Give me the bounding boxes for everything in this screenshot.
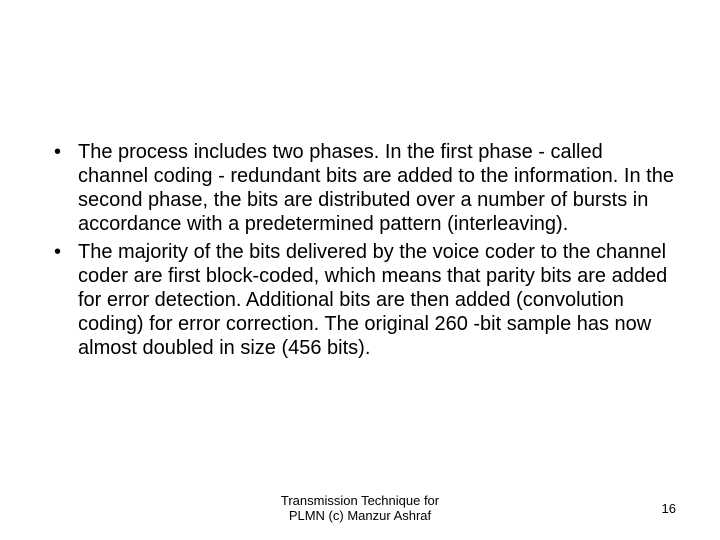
footer-line-2: PLMN (c) Manzur Ashraf [0,508,720,524]
bullet-marker: • [48,140,78,236]
footer-center: Transmission Technique for PLMN (c) Manz… [0,493,720,524]
slide-body: • The process includes two phases. In th… [48,140,676,364]
bullet-item: • The majority of the bits delivered by … [48,240,676,360]
bullet-text: The majority of the bits delivered by th… [78,240,676,360]
bullet-item: • The process includes two phases. In th… [48,140,676,236]
page-number: 16 [662,501,676,516]
bullet-text: The process includes two phases. In the … [78,140,676,236]
slide: • The process includes two phases. In th… [0,0,720,540]
bullet-marker: • [48,240,78,360]
footer-line-1: Transmission Technique for [0,493,720,509]
